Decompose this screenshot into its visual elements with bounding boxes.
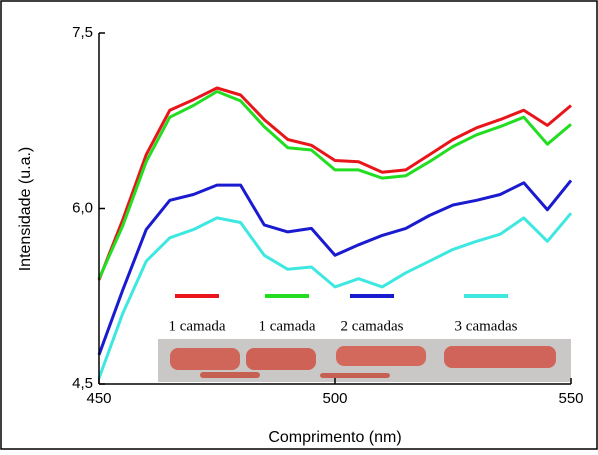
x-axis-title: Comprimento (nm) — [268, 429, 401, 446]
x-tick-label: 500 — [322, 390, 347, 407]
x-tick-label: 550 — [558, 390, 583, 407]
legend-label: 2 camadas — [341, 318, 404, 334]
plot — [97, 86, 573, 379]
photo-inset — [158, 339, 571, 382]
series-line — [97, 179, 573, 356]
legend-label: 1 camada — [168, 318, 225, 334]
y-tick-label: 4,5 — [72, 375, 93, 392]
y-tick-label: 6,0 — [72, 199, 93, 216]
series-line — [97, 90, 572, 280]
x-tick-label: 450 — [86, 390, 111, 407]
legend-label: 3 camadas — [455, 318, 518, 334]
series-line — [97, 86, 572, 281]
y-tick-label: 7,5 — [72, 24, 93, 41]
series-line — [97, 212, 573, 379]
y-axis-title: Intensidade (u.a.) — [17, 147, 34, 272]
legend-label: 1 camada — [258, 318, 315, 334]
